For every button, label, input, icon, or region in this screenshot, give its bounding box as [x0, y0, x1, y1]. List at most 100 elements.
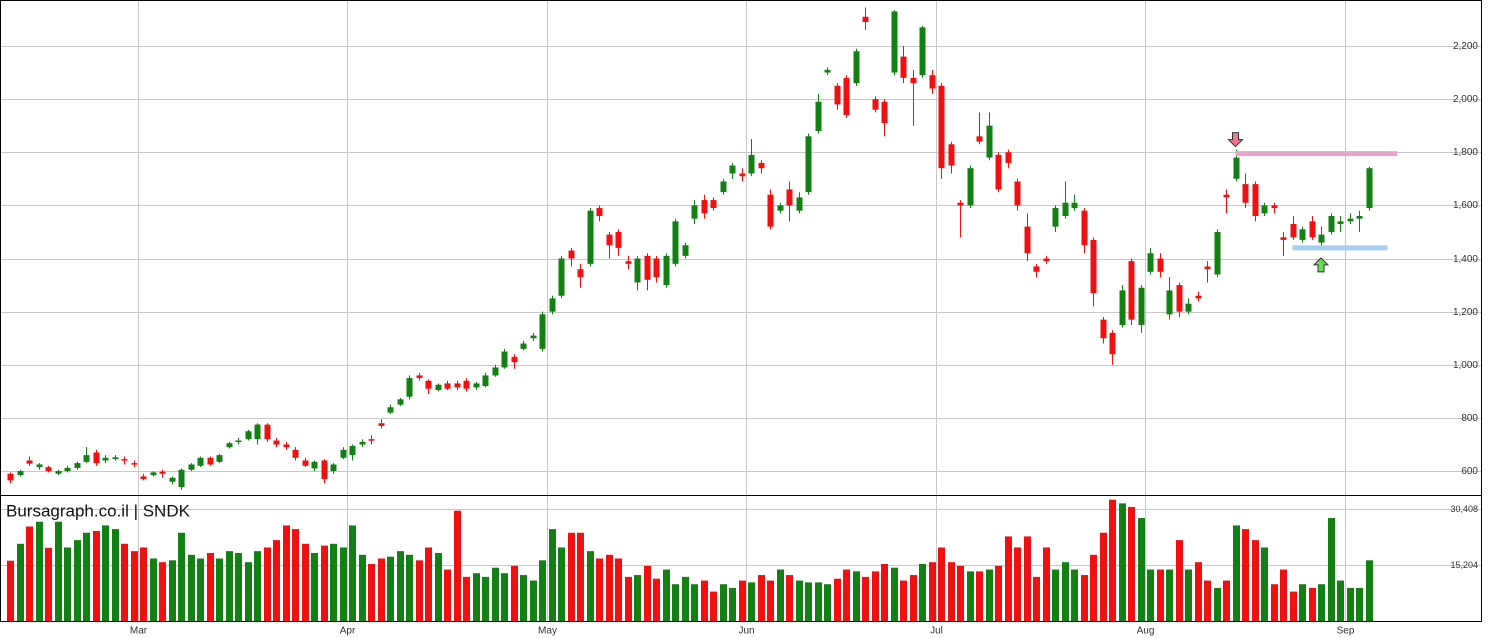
x-tick-label: Apr [340, 626, 356, 637]
candle-body [188, 464, 195, 470]
volume-bar [606, 554, 613, 621]
volume-bar [891, 567, 898, 621]
volume-bar [1328, 518, 1335, 621]
volume-bar [245, 562, 252, 621]
candle-body [1204, 266, 1211, 270]
volume-bar [853, 571, 860, 621]
y-tick-label: 1,400 [1453, 254, 1478, 265]
candle-body [1271, 205, 1278, 209]
volume-bar [672, 584, 679, 621]
volume-bar [596, 558, 603, 621]
candle-body [862, 16, 869, 23]
volume-bar [1233, 525, 1240, 621]
volume-bar [17, 543, 24, 621]
candle-body [796, 197, 803, 211]
candle-body [938, 85, 945, 169]
candle-body [596, 208, 603, 217]
volume-bar [881, 564, 888, 621]
candle-body [511, 356, 518, 363]
volume-bar [216, 558, 223, 621]
volume-bar [663, 569, 670, 621]
candle-body [1024, 226, 1031, 254]
candle-body [444, 383, 451, 389]
volume-bar [150, 558, 157, 621]
volume-bar [36, 521, 43, 621]
volume-bar [178, 532, 185, 621]
volume-bar [948, 562, 955, 621]
candle-body [530, 335, 537, 339]
volume-bar [1318, 584, 1325, 621]
volume-bar [1337, 580, 1344, 621]
volume-bar [634, 575, 641, 621]
volume-bar [55, 521, 62, 621]
volume-bar [1062, 562, 1069, 621]
volume-bar [102, 525, 109, 621]
candle-body [359, 441, 366, 445]
volume-bar [444, 569, 451, 621]
volume-bar [7, 560, 14, 621]
candle-body [1128, 261, 1135, 320]
x-tick-label: Aug [1137, 626, 1155, 637]
volume-bar [539, 560, 546, 621]
candle-body [1157, 258, 1164, 272]
candle-body [919, 27, 926, 76]
volume-bar [463, 576, 470, 621]
volume-bar [967, 571, 974, 621]
candle-body [482, 375, 489, 387]
volume-bar [492, 567, 499, 621]
signal-arrow [1227, 132, 1244, 148]
candle-body [1280, 237, 1287, 240]
candle-body [1195, 295, 1202, 299]
volume-bar [682, 576, 689, 621]
volume-bar [435, 552, 442, 621]
volume-bar [710, 591, 717, 621]
candle-body [815, 101, 822, 131]
candle-body [425, 380, 432, 389]
volume-bar [1071, 569, 1078, 621]
candle-body [739, 173, 746, 177]
candle-body [1043, 258, 1050, 262]
volume-tick-label: 15,204 [1450, 560, 1478, 570]
candle-body [406, 378, 413, 397]
candle-body [463, 380, 470, 389]
candle-body [672, 221, 679, 264]
candle-body [140, 476, 147, 480]
candle-body [539, 314, 546, 349]
volume-bar [397, 551, 404, 621]
volume-bar [777, 569, 784, 621]
chart-title: Bursagraph.co.il | SNDK [6, 501, 191, 520]
volume-bar [1119, 503, 1126, 621]
y-tick-label: 1,600 [1453, 200, 1478, 211]
candle-body [625, 261, 632, 264]
candle-body [55, 471, 62, 474]
candle-body [64, 467, 71, 472]
candle-body [102, 457, 109, 461]
candle-body [26, 460, 33, 464]
volume-bar [1043, 547, 1050, 621]
candle-body [891, 11, 898, 73]
volume-bar [625, 576, 632, 621]
candle-body [653, 258, 660, 278]
volume-bar [729, 587, 736, 621]
candle-body [682, 245, 689, 256]
volume-bar [349, 525, 356, 621]
volume-bar [843, 569, 850, 621]
candle-body [701, 200, 708, 214]
candle-body [197, 457, 204, 466]
candle-body [1233, 157, 1240, 179]
candle-body [805, 136, 812, 193]
x-tick-label: Jul [930, 626, 943, 637]
candle-body [131, 463, 138, 465]
volume-bar [425, 547, 432, 621]
volume-bar [482, 576, 489, 621]
candle-body [1214, 231, 1221, 275]
candle-body [1033, 266, 1040, 272]
volume-bar [131, 551, 138, 621]
candle-body [321, 460, 328, 480]
candle-body [1328, 216, 1335, 232]
volume-bar [644, 565, 651, 621]
candle-body [1309, 221, 1316, 238]
candle-body [1242, 184, 1249, 203]
candle-body [74, 463, 81, 468]
